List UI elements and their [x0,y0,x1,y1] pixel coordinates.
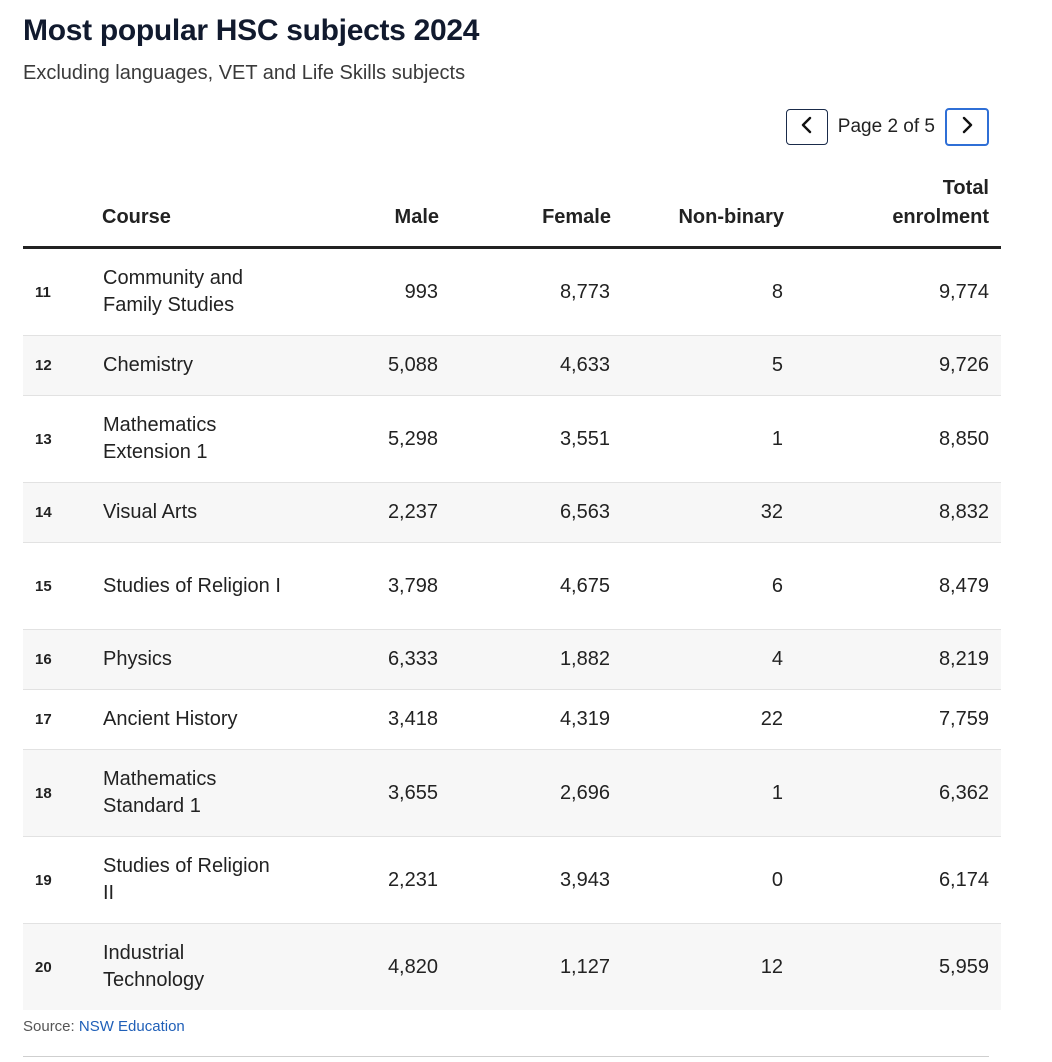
rank-cell: 12 [23,335,102,396]
enrolment-table: Course Male Female Non-binary Total enro… [23,166,1001,1010]
course-cell: Physics [102,629,302,690]
rank-cell: 15 [23,542,102,630]
total-cell: 8,850 [784,395,1001,483]
rank-cell: 16 [23,629,102,690]
column-header-female: Female [439,166,611,249]
total-cell: 8,479 [784,542,1001,630]
source-prefix: Source: [23,1018,75,1035]
course-cell: Studies of Religion I [102,542,302,630]
rank-cell: 13 [23,395,102,483]
male-cell: 6,333 [302,629,439,690]
nonbinary-cell: 1 [611,749,784,837]
course-cell: Community and Family Studies [102,247,302,336]
table-row: 17 Ancient History 3,418 4,319 22 7,759 [23,689,1001,750]
female-cell: 6,563 [439,482,611,543]
total-cell: 9,774 [784,247,1001,336]
column-header-total-label: Total enrolment [892,177,989,228]
page-indicator: Page 2 of 5 [837,116,935,137]
total-cell: 8,832 [784,482,1001,543]
course-cell: Ancient History [102,689,302,750]
course-cell: Industrial Technology [102,923,302,1010]
column-header-total: Total enrolment [784,166,1001,249]
male-cell: 5,088 [302,335,439,396]
rank-cell: 20 [23,923,102,1010]
column-header-male: Male [302,166,439,249]
total-cell: 5,959 [784,923,1001,1010]
total-cell: 6,174 [784,836,1001,924]
nonbinary-cell: 5 [611,335,784,396]
nonbinary-cell: 4 [611,629,784,690]
table-row: 11 Community and Family Studies 993 8,773 8 9… [23,247,1001,336]
female-cell: 4,675 [439,542,611,630]
male-cell: 993 [302,247,439,336]
course-cell: Mathematics Extension 1 [102,395,302,483]
page-subtitle: Excluding languages, VET and Life Skills… [23,62,466,84]
column-header-nonbinary: Non-binary [611,166,784,249]
male-cell: 2,237 [302,482,439,543]
table-row: 14 Visual Arts 2,237 6,563 32 8,832 [23,482,1001,543]
nonbinary-cell: 32 [611,482,784,543]
next-page-button[interactable] [945,108,989,146]
rank-cell: 14 [23,482,102,543]
rank-cell: 17 [23,689,102,750]
table-row: 18 Mathematics Standard 1 3,655 2,696 1 6,362 [23,749,1001,837]
course-cell: Studies of Religion II [102,836,302,924]
table-row: 19 Studies of Religion II 2,231 3,943 0 6,174 [23,836,1001,924]
female-cell: 1,127 [439,923,611,1010]
table-row: 15 Studies of Religion I 3,798 4,675 6 8,479 [23,542,1001,630]
source-note: Source: NSW Education [23,1018,185,1035]
total-cell: 8,219 [784,629,1001,690]
total-cell: 6,362 [784,749,1001,837]
course-cell: Chemistry [102,335,302,396]
rank-cell: 18 [23,749,102,837]
page-title: Most popular HSC subjects 2024 [23,14,480,47]
female-cell: 1,882 [439,629,611,690]
course-cell: Mathematics Standard 1 [102,749,302,837]
nonbinary-cell: 12 [611,923,784,1010]
total-cell: 7,759 [784,689,1001,750]
column-header-rank [23,166,102,249]
rank-cell: 11 [23,247,102,336]
nonbinary-cell: 22 [611,689,784,750]
female-cell: 3,551 [439,395,611,483]
rank-cell: 19 [23,836,102,924]
table-header-row: Course Male Female Non-binary Total enro… [23,166,1001,249]
chevron-right-icon [960,116,974,139]
bottom-divider [23,1056,989,1057]
nonbinary-cell: 1 [611,395,784,483]
female-cell: 3,943 [439,836,611,924]
table-row: 16 Physics 6,333 1,882 4 8,219 [23,629,1001,690]
nonbinary-cell: 6 [611,542,784,630]
table-body: 11 Community and Family Studies 993 8,773 8 9… [23,247,1001,1010]
male-cell: 5,298 [302,395,439,483]
table-row: 20 Industrial Technology 4,820 1,127 12 5,959 [23,923,1001,1010]
female-cell: 2,696 [439,749,611,837]
table-row: 12 Chemistry 5,088 4,633 5 9,726 [23,335,1001,396]
male-cell: 3,655 [302,749,439,837]
female-cell: 4,633 [439,335,611,396]
course-cell: Visual Arts [102,482,302,543]
nonbinary-cell: 8 [611,247,784,336]
table-row: 13 Mathematics Extension 1 5,298 3,551 1 8,85… [23,395,1001,483]
column-header-course: Course [102,166,302,249]
nonbinary-cell: 0 [611,836,784,924]
male-cell: 3,798 [302,542,439,630]
female-cell: 8,773 [439,247,611,336]
female-cell: 4,319 [439,689,611,750]
pagination: Page 2 of 5 [785,108,989,146]
previous-page-button[interactable] [785,109,828,145]
source-link[interactable]: NSW Education [78,1018,185,1035]
male-cell: 2,231 [302,836,439,924]
total-cell: 9,726 [784,335,1001,396]
male-cell: 3,418 [302,689,439,750]
male-cell: 4,820 [302,923,439,1010]
chevron-left-icon [800,116,814,139]
